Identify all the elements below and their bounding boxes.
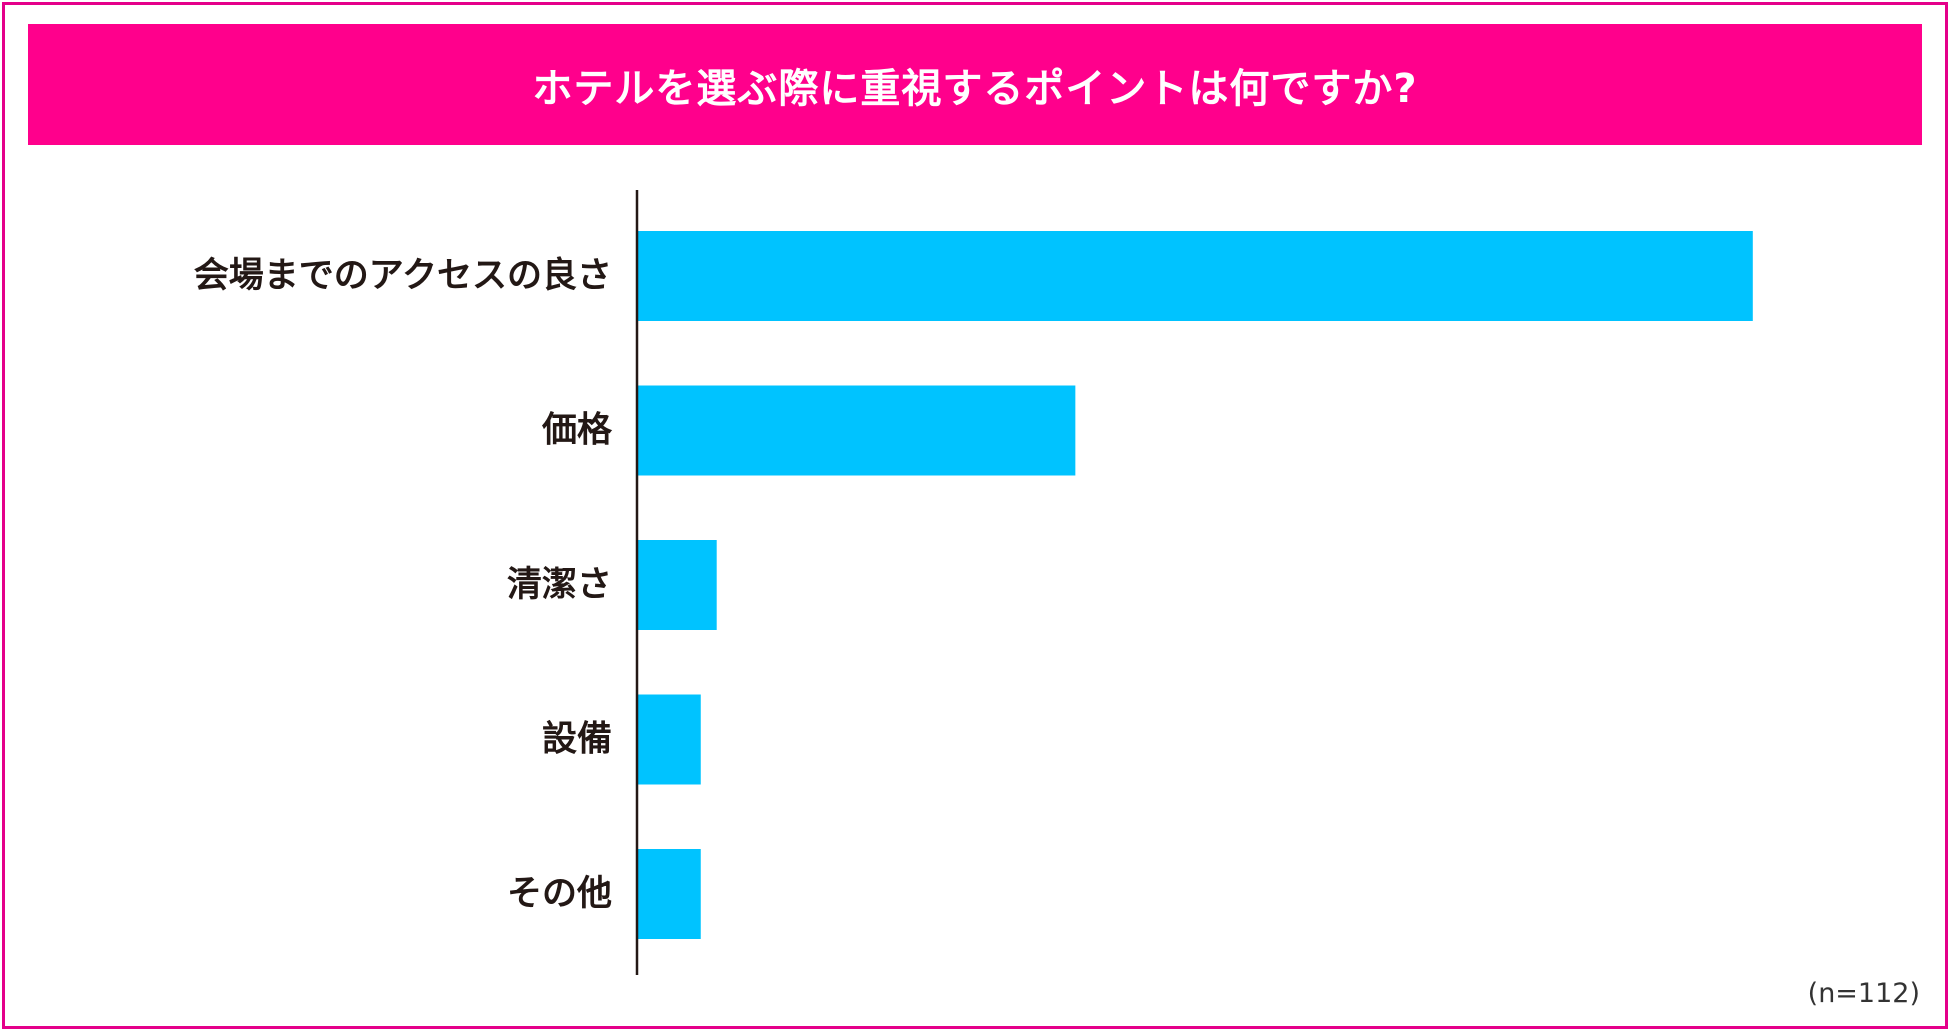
category-label-1: 価格 bbox=[541, 411, 613, 451]
bar-0 bbox=[637, 231, 1753, 321]
category-label-0: 会場までのアクセスの良さ bbox=[194, 256, 612, 296]
bar-4 bbox=[637, 849, 701, 939]
category-label-2: 清潔さ bbox=[507, 565, 612, 605]
bar-3 bbox=[637, 694, 701, 785]
bar-2 bbox=[637, 540, 717, 630]
category-label-3: 設備 bbox=[542, 720, 612, 760]
title-banner: ホテルを選ぶ際に重視するポイントは何ですか? bbox=[28, 24, 1922, 145]
category-label-4: その他 bbox=[507, 874, 612, 914]
chart-title: ホテルを選ぶ際に重視するポイントは何ですか? bbox=[532, 65, 1418, 112]
sample-size-note: (n=112) bbox=[1807, 978, 1920, 1009]
bar-1 bbox=[637, 385, 1076, 476]
